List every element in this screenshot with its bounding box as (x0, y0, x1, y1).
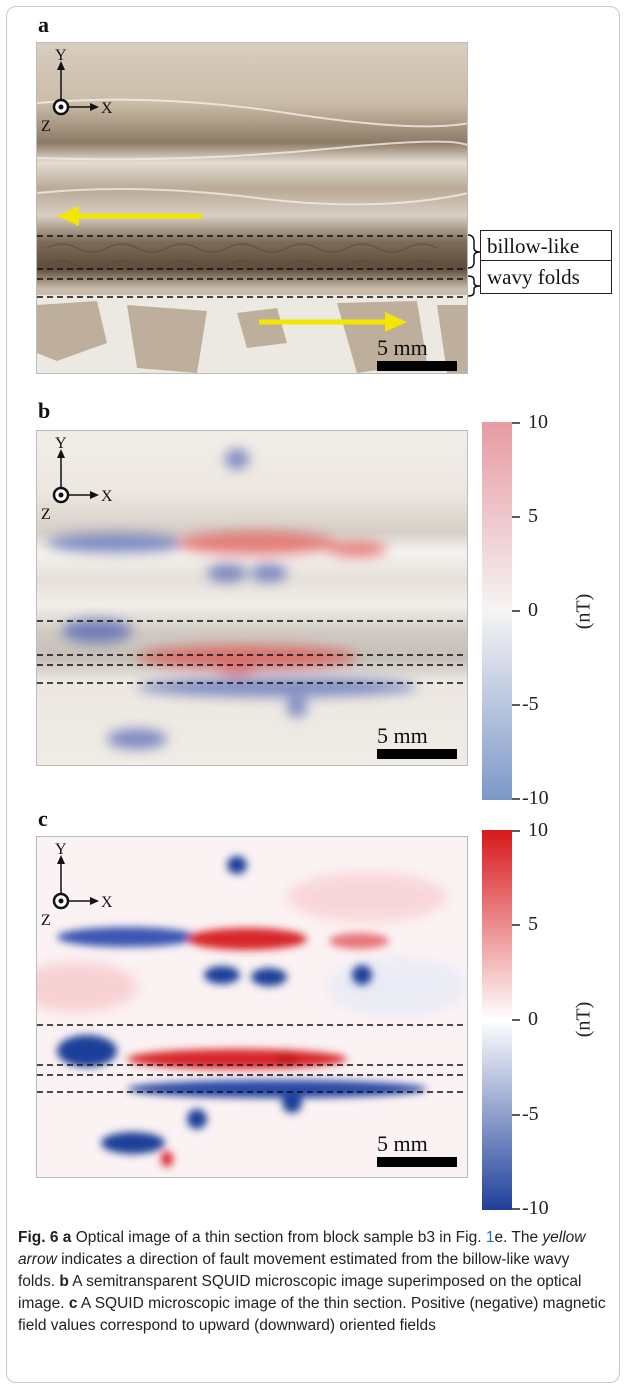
svg-text:5 mm: 5 mm (377, 335, 428, 360)
colorbar-c-tick-10: 10 (528, 819, 548, 841)
colorbar-c-unit: (nT) (572, 1001, 595, 1038)
caption-yellow-arrow: yellow arrow (18, 1229, 586, 1268)
fault-arrow-right (259, 312, 407, 332)
colorbar-b-tick-neg10: -10 (522, 787, 549, 809)
colorbar-b (482, 422, 520, 800)
figure-caption: Fig. 6 a Optical image of a thin section… (18, 1227, 608, 1337)
panel-b-letter: b (38, 398, 51, 423)
svg-text:Z: Z (41, 912, 51, 929)
caption-c-label: c (68, 1295, 78, 1312)
caption-b-label: b (59, 1273, 69, 1290)
callout-label-line2: wavy folds (480, 260, 612, 294)
caption-c-text: A SQUID microscopic image of the thin se… (18, 1295, 606, 1334)
svg-text:5 mm: 5 mm (377, 1131, 428, 1156)
axes-icon-c: Y X Z (41, 841, 113, 929)
colorbar-c (482, 830, 520, 1210)
fault-arrow-left (57, 206, 202, 226)
squid-image-c: Y X Z 5 mm (37, 837, 467, 1177)
caption-fig-ref[interactable]: 1 (485, 1229, 495, 1246)
panel-a-optical-image: Y X Z 5 mm (36, 42, 468, 374)
caption-a-text-1: Optical image of a thin section from blo… (71, 1229, 486, 1246)
caption-a-label: a (62, 1229, 72, 1246)
svg-text:Z: Z (41, 118, 51, 135)
colorbar-b-tick-5: 5 (528, 505, 538, 527)
caption-b-text: A semitransparent SQUID microscopic imag… (18, 1273, 582, 1312)
overlay-image-b: Y X Z 5 mm (37, 431, 467, 765)
svg-text:5 mm: 5 mm (377, 723, 428, 748)
colorbar-c-tick-0: 0 (528, 1008, 538, 1030)
colorbar-c-tick-5: 5 (528, 913, 538, 935)
caption-a-text-2: e. The (494, 1229, 543, 1246)
svg-text:Y: Y (55, 47, 67, 64)
svg-text:X: X (101, 488, 113, 505)
axes-icon-a: Y X Z (41, 47, 113, 135)
callout-label-line1: billow-like (480, 230, 612, 261)
panel-c-squid-image: Y X Z 5 mm (36, 836, 468, 1178)
optical-image-a: Y X Z 5 mm (37, 43, 467, 373)
axes-icon-b: Y X Z (41, 435, 113, 523)
svg-text:Y: Y (55, 841, 67, 858)
panel-a-letter: a (38, 12, 49, 37)
panel-b-overlay-image: Y X Z 5 mm (36, 430, 468, 766)
svg-text:Z: Z (41, 506, 51, 523)
svg-text:X: X (101, 100, 113, 117)
colorbar-b-unit: (nT) (572, 593, 595, 630)
colorbar-b-tick-10: 10 (528, 411, 548, 433)
scale-bar-c: 5 mm (377, 1131, 457, 1167)
colorbar-b-tick-0: 0 (528, 599, 538, 621)
caption-fig-label: Fig. 6 (18, 1229, 59, 1246)
panel-c-letter: c (38, 806, 48, 831)
colorbar-c-tick-neg5: -5 (522, 1103, 539, 1125)
colorbar-c-tick-neg10: -10 (522, 1197, 549, 1219)
svg-text:X: X (101, 894, 113, 911)
colorbar-b-tick-neg5: -5 (522, 693, 539, 715)
scale-bar-b: 5 mm (377, 723, 457, 759)
svg-text:Y: Y (55, 435, 67, 452)
caption-a-text-3: indicates a direction of fault movement … (18, 1251, 570, 1290)
scale-bar-a: 5 mm (377, 335, 457, 371)
